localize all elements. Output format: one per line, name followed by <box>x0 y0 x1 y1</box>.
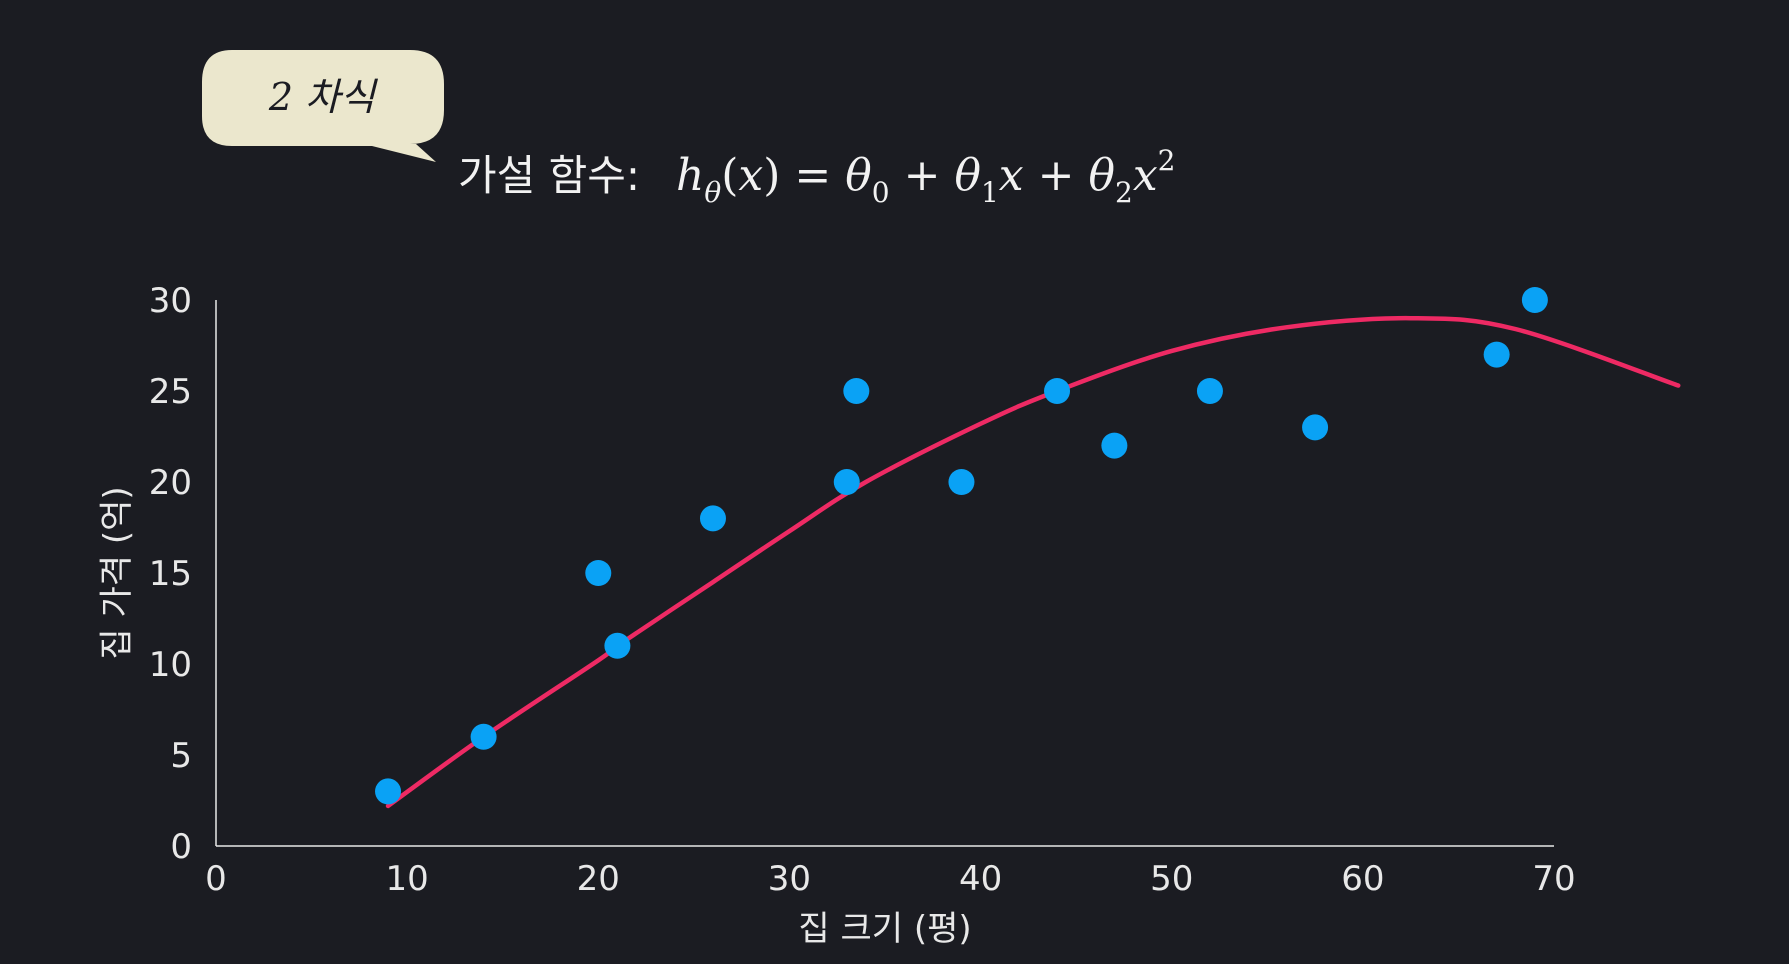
formula-sup2: 2 <box>1158 144 1176 177</box>
data-point <box>1044 378 1071 404</box>
x-tick-label: 0 <box>205 859 227 899</box>
formula-sub1: 1 <box>981 176 999 209</box>
fit-curve-layer <box>385 315 1681 809</box>
y-tick-label: 30 <box>149 281 192 321</box>
y-tick-label: 20 <box>149 463 192 503</box>
data-point <box>1483 341 1510 368</box>
x-tick-label: 10 <box>386 859 429 899</box>
formula-theta0: θ <box>845 150 872 201</box>
x-tick-labels: 0 10 20 30 40 50 60 70 <box>205 859 1575 899</box>
x-tick-label: 70 <box>1532 859 1575 899</box>
data-point <box>843 378 870 404</box>
x-tick-label: 60 <box>1341 859 1384 899</box>
formula-expression: hθ(x) = θ0 + θ1x + θ2x2 <box>676 144 1175 209</box>
data-point <box>604 632 631 659</box>
formula-close-paren: ) <box>763 150 780 201</box>
y-tick-label: 10 <box>149 645 192 685</box>
formula-sub0: 0 <box>872 176 890 209</box>
formula-sub2: 2 <box>1115 176 1133 209</box>
formula-h: h <box>676 150 704 201</box>
y-tick-label: 0 <box>170 827 192 867</box>
x-tick-label: 40 <box>959 859 1002 899</box>
x-tick-label: 30 <box>768 859 811 899</box>
formula: 가설 함수: hθ(x) = θ0 + θ1x + θ2x2 <box>458 144 1175 209</box>
formula-prefix: 가설 함수: <box>458 151 640 200</box>
y-axis-title: 집 가격 (억) <box>97 486 137 659</box>
formula-plus-1: + <box>904 150 941 201</box>
formula-plus-2: + <box>1038 150 1075 201</box>
formula-theta1: θ <box>954 150 981 201</box>
callout-bubble: 2 차식 <box>202 50 444 162</box>
formula-theta2: θ <box>1088 150 1115 201</box>
x-axis-title: 집 크기 (평) <box>798 909 971 949</box>
data-points <box>375 287 1548 805</box>
formula-x2: x <box>1133 150 1158 201</box>
formula-x1: x <box>999 150 1024 201</box>
callout-bubble-shape <box>202 50 444 162</box>
x-tick-label: 50 <box>1150 859 1193 899</box>
data-point <box>375 778 402 805</box>
y-tick-label: 15 <box>149 554 192 594</box>
data-point <box>585 560 612 586</box>
data-point <box>470 723 497 750</box>
data-point <box>948 469 975 495</box>
formula-h-sub: θ <box>704 176 721 209</box>
y-tick-label: 5 <box>170 736 192 776</box>
formula-equals: = <box>794 150 831 201</box>
data-point <box>1101 432 1128 459</box>
callout-label: 2 차식 <box>268 75 378 119</box>
data-point <box>1521 287 1548 313</box>
data-point <box>833 469 860 495</box>
data-point <box>699 505 726 532</box>
y-tick-labels: 0 5 10 15 20 25 30 <box>149 281 192 867</box>
formula-open-paren: ( <box>721 150 738 201</box>
data-point <box>1302 414 1329 441</box>
data-point <box>1196 378 1223 404</box>
y-tick-label: 25 <box>149 372 192 412</box>
formula-x: x <box>738 150 763 201</box>
x-tick-label: 20 <box>577 859 620 899</box>
fit-curve <box>385 315 1681 809</box>
